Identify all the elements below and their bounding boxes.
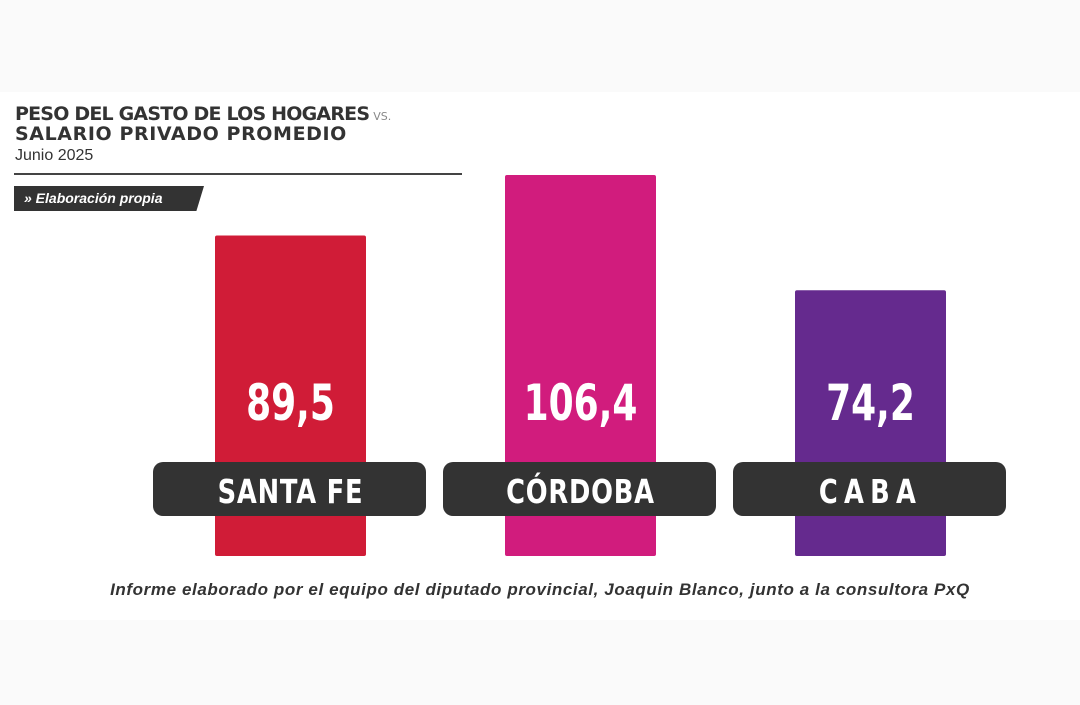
bar-value-label: 74,2 [826,375,915,432]
title-divider [14,173,462,175]
category-label: CÓRDOBA [506,471,655,511]
category-label: SANTA FE [218,473,364,511]
category-pill [443,462,716,516]
bar-1 [505,175,656,556]
category-pill [733,462,1006,516]
source-tag: » Elaboración propia [14,186,204,211]
footer-note: Informe elaborado por el equipo del dipu… [110,580,970,599]
category-pill [153,462,426,516]
bar-value-label: 106,4 [524,375,638,432]
chart-subtitle: Junio 2025 [15,147,94,164]
chart-title-line2: SALARIO PRIVADO PROMEDIO [15,123,347,145]
chart-title-line1: PESO DEL GASTO DE LOS HOGARES VS. [15,103,392,125]
bar-value-label: 89,5 [246,375,335,432]
title-vs: VS. [373,110,392,123]
source-tag-text: » Elaboración propia [24,190,163,206]
category-label: CABA [819,473,922,511]
